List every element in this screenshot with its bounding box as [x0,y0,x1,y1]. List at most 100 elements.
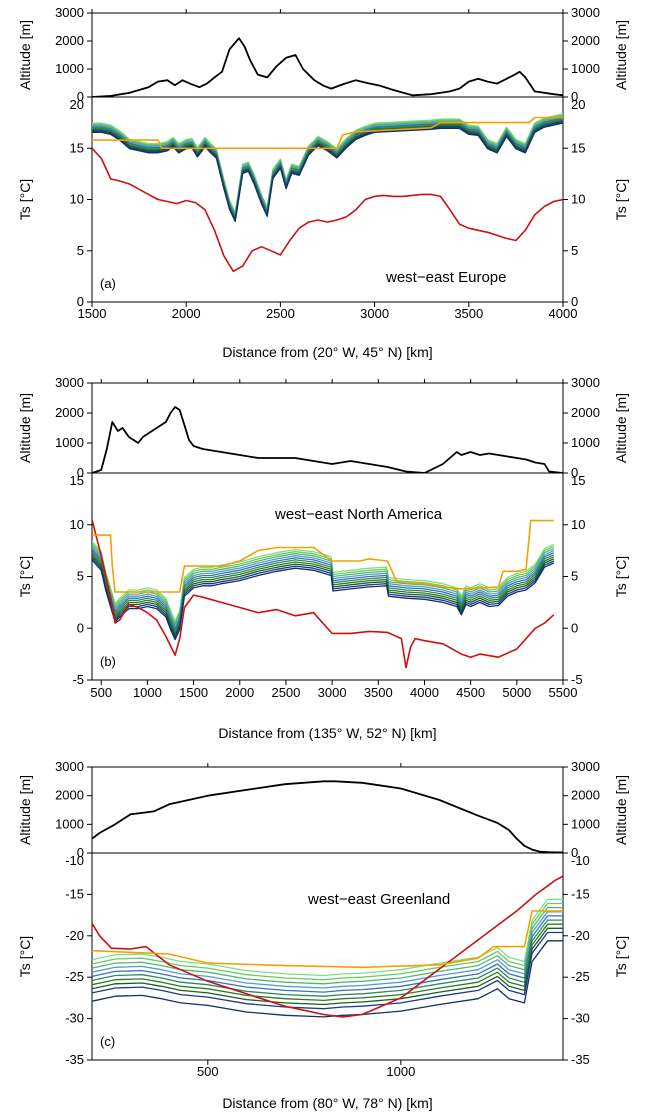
ensemble-line-1 [92,540,555,622]
ts-y-tick-label-right: 10 [571,192,585,207]
region-annotation: west−east North America [274,506,443,523]
plot-frame [91,382,564,681]
ts-y-tick-label-right: -30 [571,1011,590,1026]
altitude-y-label-right: Altitude [m] [613,393,629,463]
ts-y-tick-label-right: -35 [571,1052,590,1067]
red-series-line [92,519,555,669]
altitude-y-label-right: Altitude [m] [613,20,629,90]
ts-y-tick-label-right: 5 [571,569,578,584]
altitude-y-label-right: Altitude [m] [613,775,629,845]
panel-tag: (b) [100,654,116,669]
altitude-y-tick-label: 3000 [55,759,84,774]
ts-y-tick-label: -35 [65,1052,84,1067]
altitude-y-tick-label-right: 0 [571,845,578,860]
x-tick-label: 2000 [225,685,254,700]
ensemble-line-3 [92,115,563,216]
altitude-y-label: Altitude [m] [17,20,33,90]
altitude-y-tick-label-right: 3000 [571,5,600,20]
x-tick-label: 5000 [502,685,531,700]
panel-tag: (a) [100,276,116,291]
ensemble-line-4 [92,911,563,989]
ensemble-line-9 [92,121,563,222]
ensemble-line-7 [92,553,555,635]
altitude-y-label: Altitude [m] [17,393,33,463]
ts-y-tick-label-right: 15 [571,140,585,155]
altitude-y-tick-label: 2000 [55,405,84,420]
region-annotation: west−east Europe [385,269,507,286]
altitude-line [92,37,563,97]
orange-series-line [92,519,554,593]
ts-y-tick-label-right: 20 [571,97,585,112]
altitude-y-tick-label-right: 0 [571,465,578,480]
ts-y-label: Ts [°C] [17,179,33,220]
ensemble-line-6 [92,551,555,633]
x-tick-label: 1000 [386,1064,415,1079]
ts-y-tick-label: 10 [70,517,84,532]
altitude-y-tick-label: 2000 [55,33,84,48]
altitude-y-tick-label-right: 2000 [571,405,600,420]
altitude-y-tick-label: 0 [77,89,84,104]
ensemble-line-3 [92,545,555,626]
ts-y-tick-label-right: -5 [571,672,583,687]
ensemble-line-9 [92,931,563,1010]
altitude-y-tick-label-right: 1000 [571,816,600,831]
altitude-y-tick-label-right: 2000 [571,788,600,803]
x-tick-label: 2000 [172,306,201,321]
x-tick-label: 500 [197,1064,219,1079]
altitude-y-tick-label: 1000 [55,816,84,831]
ts-y-tick-label: -30 [65,1011,84,1026]
x-tick-label: 3000 [360,306,389,321]
red-series-line [92,875,563,1018]
altitude-line [92,780,563,853]
ensemble-line-7 [92,923,563,1002]
ts-y-tick-label: 5 [77,243,84,258]
ts-y-label-right: Ts [°C] [613,556,629,597]
red-series-line [92,147,563,273]
ts-y-tick-label: -20 [65,928,84,943]
panel-tag: (c) [100,1034,115,1049]
ensemble-line-10 [92,559,555,641]
x-tick-label: 3500 [364,685,393,700]
x-axis-label: Distance from (20° W, 45° N) [km] [222,344,432,360]
ts-y-tick-label: -15 [65,886,84,901]
x-tick-label: 2500 [271,685,300,700]
x-tick-label: 3000 [318,685,347,700]
x-tick-label: 4000 [410,685,439,700]
x-tick-label: 1500 [179,685,208,700]
panel-c: 500 1000 Distance from (80° W, 78° N) [km]… [17,759,629,1111]
altitude-y-label: Altitude [m] [17,775,33,845]
ts-y-tick-label-right: 15 [571,473,585,488]
ts-y-tick-label-right: -10 [571,853,590,868]
ensemble-line-7 [92,119,563,220]
plot-frame [91,766,564,1061]
altitude-y-tick-label-right: 1000 [571,61,600,76]
altitude-y-tick-label: 1000 [55,435,84,450]
x-tick-label: 500 [90,685,112,700]
ts-y-tick-label-right: -25 [571,969,590,984]
altitude-y-tick-label-right: 3000 [571,759,600,774]
ensemble-line-8 [92,120,563,221]
x-axis-label: Distance from (80° W, 78° N) [km] [222,1095,432,1111]
altitude-y-tick-label-right: 0 [571,89,578,104]
altitude-y-tick-label: 3000 [55,5,84,20]
ensemble-line-5 [92,915,563,993]
altitude-y-tick-label-right: 3000 [571,375,600,390]
x-tick-label: 4000 [549,306,578,321]
ensemble-line-1 [92,113,563,213]
altitude-y-tick-label: 1000 [55,61,84,76]
altitude-y-tick-label: 0 [77,465,84,480]
ts-y-label: Ts [°C] [17,556,33,597]
ts-y-label: Ts [°C] [17,936,33,977]
ts-y-tick-label: 10 [70,192,84,207]
ts-y-tick-label: 15 [70,473,84,488]
ts-y-tick-label-right: 10 [571,517,585,532]
x-axis-label: Distance from (135° W, 52° N) [km] [218,725,436,741]
ensemble-line-4 [92,547,555,628]
ts-y-label-right: Ts [°C] [613,936,629,977]
ts-y-tick-label-right: 5 [571,243,578,258]
ensemble-line-8 [92,555,555,637]
x-tick-label: 2500 [266,306,295,321]
x-tick-label: 1500 [78,306,107,321]
